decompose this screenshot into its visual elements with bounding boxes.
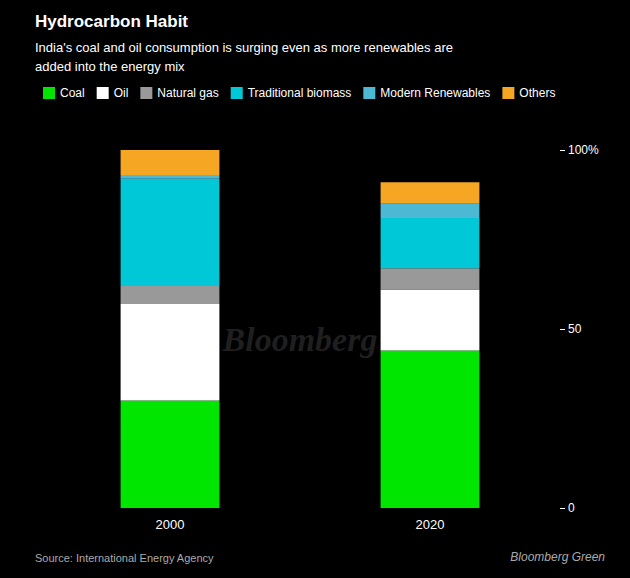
svg-text:Hydrocarbon Habit: Hydrocarbon Habit (35, 12, 188, 31)
svg-text:Oil: Oil (114, 86, 129, 100)
svg-text:2000: 2000 (156, 517, 185, 532)
svg-text:100%: 100% (568, 143, 599, 157)
svg-text:Bloomberg Green: Bloomberg Green (510, 550, 605, 564)
svg-text:Coal: Coal (60, 86, 85, 100)
svg-text:Source: International Energy A: Source: International Energy Agency (35, 552, 214, 564)
svg-text:India's coal and oil consumpti: India's coal and oil consumption is surg… (35, 40, 453, 55)
svg-text:Natural gas: Natural gas (157, 86, 218, 100)
svg-text:Others: Others (519, 86, 555, 100)
svg-text:Traditional biomass: Traditional biomass (248, 86, 352, 100)
svg-text:Bloomberg: Bloomberg (222, 321, 378, 358)
svg-text:0: 0 (568, 501, 575, 515)
svg-text:50: 50 (568, 322, 582, 336)
svg-text:added into the energy mix: added into the energy mix (35, 59, 185, 74)
svg-text:Modern Renewables: Modern Renewables (380, 86, 490, 100)
svg-text:2020: 2020 (416, 517, 445, 532)
